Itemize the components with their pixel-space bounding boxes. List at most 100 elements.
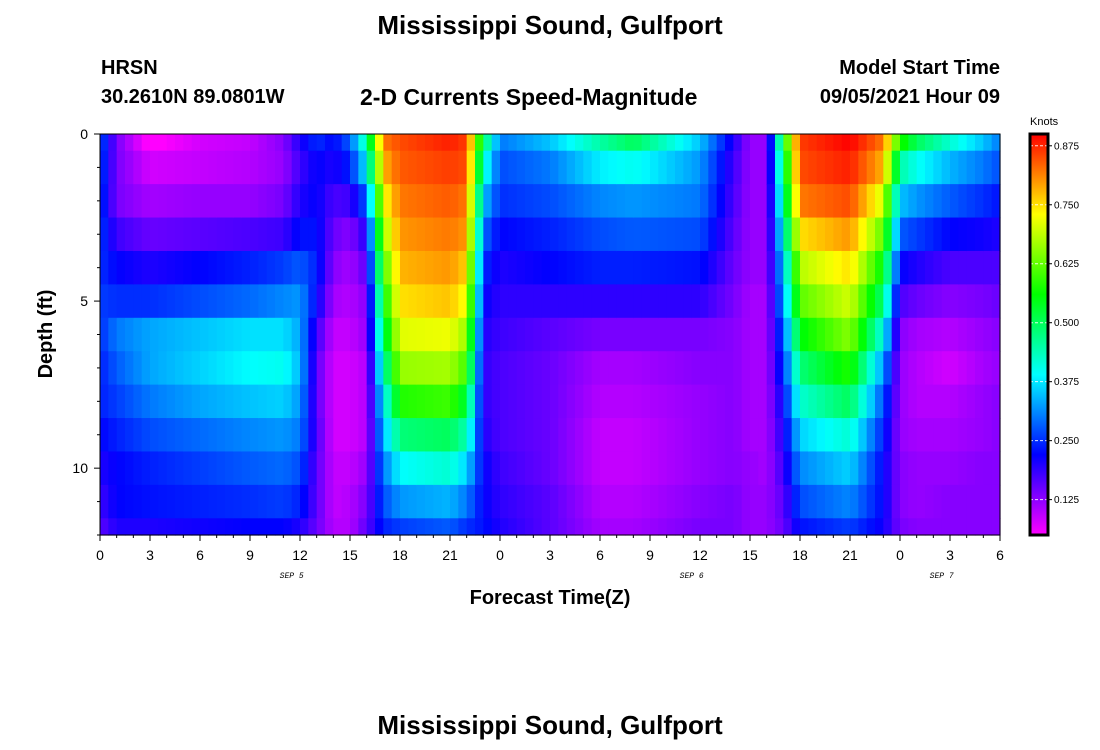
x-tick-label: 6 bbox=[996, 547, 1004, 563]
heatmap-cell bbox=[525, 351, 534, 386]
heatmap-cell bbox=[791, 284, 801, 319]
heatmap-cell bbox=[500, 250, 509, 285]
heatmap-cell bbox=[975, 518, 984, 536]
heatmap-cell bbox=[966, 451, 976, 486]
heatmap-cell bbox=[916, 134, 926, 152]
heatmap-cell bbox=[700, 351, 709, 386]
heatmap-cell bbox=[741, 418, 751, 453]
heatmap-cell bbox=[100, 451, 109, 486]
heatmap-cell bbox=[733, 134, 743, 152]
heatmap-cell bbox=[625, 250, 634, 285]
heatmap-cell bbox=[616, 250, 626, 285]
heatmap-cell bbox=[550, 150, 559, 185]
heatmap-cell bbox=[266, 250, 276, 285]
heatmap-cell bbox=[350, 418, 359, 453]
heatmap-cell bbox=[400, 284, 409, 319]
heatmap-cell bbox=[391, 150, 401, 185]
heatmap-cell bbox=[233, 384, 243, 419]
heatmap-cell bbox=[316, 317, 326, 352]
heatmap-cell bbox=[933, 250, 943, 285]
heatmap-cell bbox=[483, 217, 493, 252]
heatmap-cell bbox=[658, 217, 668, 252]
heatmap-cell bbox=[875, 184, 884, 219]
heatmap-cell bbox=[666, 518, 676, 536]
heatmap-cell bbox=[133, 384, 143, 419]
heatmap-cell bbox=[933, 317, 943, 352]
heatmap-cell bbox=[425, 518, 434, 536]
heatmap-cell bbox=[858, 484, 868, 519]
heatmap-cell bbox=[991, 150, 1001, 185]
heatmap-cell bbox=[225, 284, 234, 319]
heatmap-cell bbox=[350, 484, 359, 519]
colorbar-ticks: 0.125 0.250 0.375 0.500 0.625 0.750 0.875 bbox=[1030, 141, 1079, 506]
heatmap-cell bbox=[533, 250, 543, 285]
heatmap-cell bbox=[275, 150, 284, 185]
heatmap-cell bbox=[925, 484, 934, 519]
heatmap-cell bbox=[650, 217, 659, 252]
heatmap-cell bbox=[650, 134, 659, 152]
heatmap-cell bbox=[141, 351, 151, 386]
heatmap-cell bbox=[833, 384, 843, 419]
heatmap-cell bbox=[166, 150, 176, 185]
heatmap-cell bbox=[183, 184, 193, 219]
heatmap-cell bbox=[816, 250, 826, 285]
heatmap-cell bbox=[558, 317, 568, 352]
heatmap-cell bbox=[441, 150, 451, 185]
heatmap-cell bbox=[991, 384, 1001, 419]
heatmap-cell bbox=[583, 351, 593, 386]
heatmap-cell bbox=[800, 250, 809, 285]
heatmap-cell bbox=[725, 418, 734, 453]
heatmap-cell bbox=[416, 518, 426, 536]
heatmap-cell bbox=[341, 384, 351, 419]
heatmap-cell bbox=[441, 384, 451, 419]
heatmap-cell bbox=[825, 351, 834, 386]
heatmap-cell bbox=[475, 451, 484, 486]
heatmap-cell bbox=[708, 317, 718, 352]
heatmap-cell bbox=[233, 518, 243, 536]
heatmap-cell bbox=[183, 384, 193, 419]
heatmap-cell bbox=[183, 484, 193, 519]
heatmap-cell bbox=[816, 418, 826, 453]
heatmap-cell bbox=[700, 284, 709, 319]
heatmap-cell bbox=[316, 351, 326, 386]
heatmap-cell bbox=[658, 134, 668, 152]
heatmap-cell bbox=[841, 351, 851, 386]
heatmap-cell bbox=[125, 184, 134, 219]
heatmap-cell bbox=[900, 351, 909, 386]
y-tick-label: 0 bbox=[80, 126, 88, 142]
heatmap-cell bbox=[525, 150, 534, 185]
heatmap-cell bbox=[908, 150, 918, 185]
heatmap-cell bbox=[258, 134, 268, 152]
heatmap-cell bbox=[533, 317, 543, 352]
heatmap-cell bbox=[791, 317, 801, 352]
heatmap-cell bbox=[450, 518, 459, 536]
heatmap-cell bbox=[691, 518, 701, 536]
heatmap-cell bbox=[775, 134, 784, 152]
heatmap-cell bbox=[633, 484, 643, 519]
heatmap-cell bbox=[508, 351, 518, 386]
heatmap-cell bbox=[583, 484, 593, 519]
heatmap-cell bbox=[608, 384, 618, 419]
heatmap-cell bbox=[550, 217, 559, 252]
heatmap-cell bbox=[891, 217, 901, 252]
heatmap-cell bbox=[341, 418, 351, 453]
heatmap-cell bbox=[250, 250, 259, 285]
heatmap-cell bbox=[641, 284, 651, 319]
heatmap-cell bbox=[816, 217, 826, 252]
heatmap-cell bbox=[833, 351, 843, 386]
heatmap-cell bbox=[141, 134, 151, 152]
heatmap-cell bbox=[550, 134, 559, 152]
heatmap-cell bbox=[383, 250, 393, 285]
heatmap-cell bbox=[175, 384, 184, 419]
heatmap-cell bbox=[208, 217, 218, 252]
heatmap-cell bbox=[633, 284, 643, 319]
heatmap-cell bbox=[850, 317, 859, 352]
heatmap-cell bbox=[975, 384, 984, 419]
heatmap-cell bbox=[450, 317, 459, 352]
heatmap-cell bbox=[650, 518, 659, 536]
heatmap-cell bbox=[200, 150, 209, 185]
heatmap-cell bbox=[183, 250, 193, 285]
heatmap-cell bbox=[866, 184, 876, 219]
heatmap-cell bbox=[566, 518, 576, 536]
heatmap-cell bbox=[625, 384, 634, 419]
